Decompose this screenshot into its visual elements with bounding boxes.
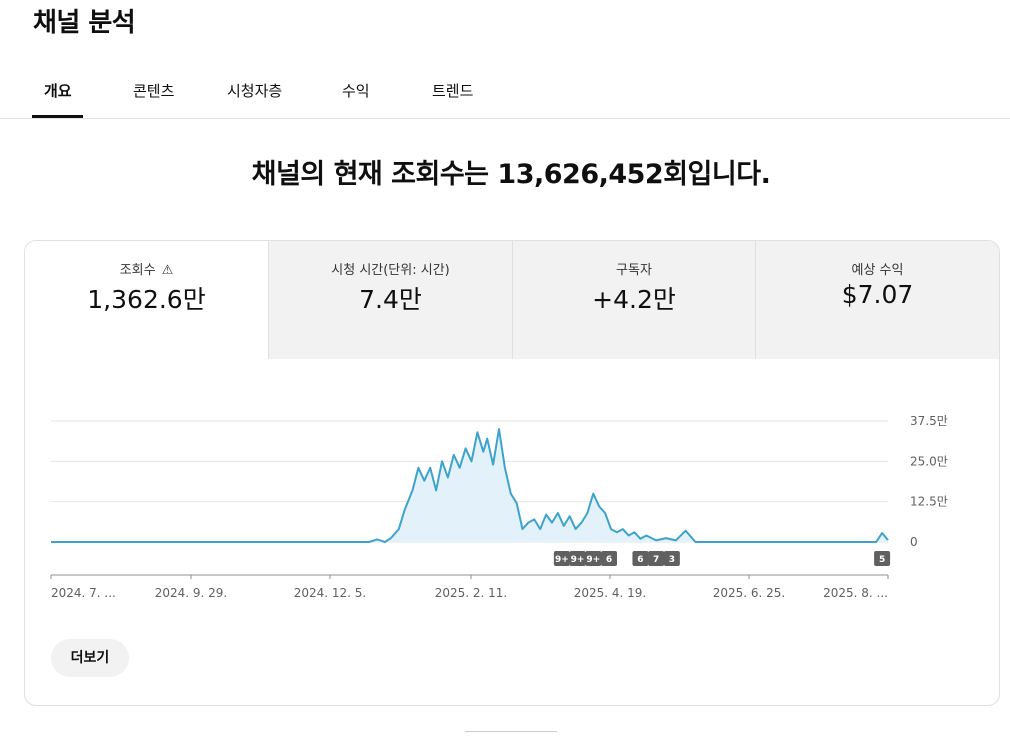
tab-content[interactable]: 콘텐츠 [133,82,175,100]
series-line [51,428,889,543]
event-badge[interactable]: 6 [601,551,617,566]
event-badge-label: 6 [606,555,612,565]
event-badge-box [585,551,602,566]
x-tick-label: 2025. 8. ... [823,586,888,600]
metric-label: 시청 시간(단위: 시간) [331,263,450,278]
event-badge[interactable]: 9+ [569,551,586,566]
event-badge-label: 3 [669,555,675,565]
y-tick-label: 25.0만 [910,454,948,468]
warning-triangle-icon[interactable]: ⚠ [161,263,174,278]
metric-views[interactable]: 조회수 ⚠ 1,362.6만 [25,241,268,359]
metric-watch-time[interactable]: 시청 시간(단위: 시간) 7.4만 [268,241,512,359]
event-badge-label: 7 [653,555,659,565]
event-badge[interactable]: 9+ [585,551,602,566]
x-tick-label: 2024. 12. 5. [294,586,367,600]
metric-value: 1,362.6만 [87,285,206,314]
event-badge-box [569,551,586,566]
event-badge-box [874,551,891,566]
page-title: 채널 분석 [33,8,136,38]
metric-label: 구독자 [616,263,652,278]
x-tick-label: 2025. 2. 11. [435,586,508,600]
event-badge[interactable]: 5 [874,551,891,566]
x-tick-label: 2024. 7. ... [51,586,116,600]
active-tab-indicator [32,115,83,118]
event-badge-label: 9+ [571,555,585,565]
metric-estimated-revenue[interactable]: 예상 수익 $7.07 [755,241,999,359]
total-views-headline: 채널의 현재 조회수는 13,626,452회입니다. [251,159,771,190]
event-badge-label: 6 [637,555,643,565]
series-area [51,429,888,542]
metric-value: 7.4만 [359,285,422,314]
event-badge[interactable]: 3 [663,551,680,566]
event-badge-label: 5 [879,555,885,565]
tab-revenue[interactable]: 수익 [342,82,370,100]
metric-value: +4.2만 [592,285,676,314]
metric-subscribers[interactable]: 구독자 +4.2만 [512,241,755,359]
divider [465,731,557,732]
metrics-card: 조회수 ⚠ 1,362.6만 시청 시간(단위: 시간) 7.4만 구독자 +4.… [24,240,1000,706]
event-badge-box [663,551,680,566]
metric-label: 조회수 [119,263,156,278]
event-badge-box [553,551,570,566]
y-tick-label: 12.5만 [910,495,948,509]
event-badge-box [601,551,617,566]
tab-audience[interactable]: 시청자층 [227,82,283,100]
x-tick-label: 2024. 9. 29. [155,586,228,600]
event-badge-box [648,551,665,566]
more-button[interactable]: 더보기 [51,639,129,677]
y-tick-label: 37.5만 [910,414,948,428]
tab-bar: 개요 콘텐츠 시청자층 수익 트렌드 [0,70,1010,119]
event-badge[interactable]: 6 [632,551,649,566]
event-badge[interactable]: 7 [648,551,665,566]
y-tick-label: 0 [910,535,918,549]
x-tick-label: 2025. 4. 19. [574,586,647,600]
metric-label: 예상 수익 [851,263,904,278]
event-badge-label: 9+ [586,555,600,565]
event-badge[interactable]: 9+ [553,551,570,566]
event-badge-box [632,551,649,566]
event-badge-label: 9+ [555,555,569,565]
tab-overview[interactable]: 개요 [44,82,72,100]
tab-trends[interactable]: 트렌드 [432,82,474,100]
metric-value: $7.07 [841,280,914,309]
x-tick-label: 2025. 6. 25. [713,586,786,600]
